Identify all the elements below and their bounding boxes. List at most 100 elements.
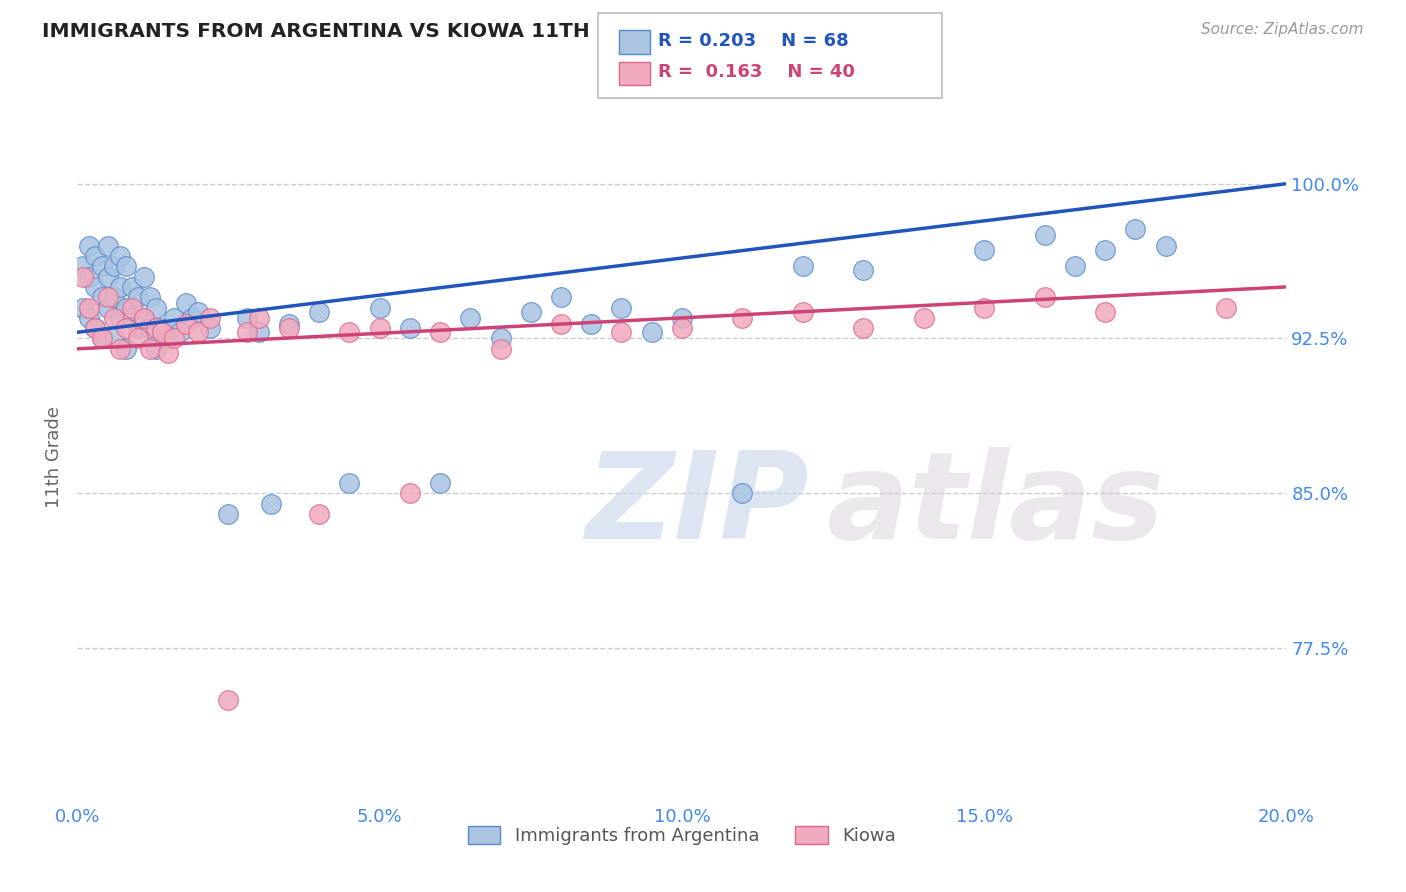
Point bbox=[973, 301, 995, 315]
Point bbox=[79, 310, 101, 325]
Point bbox=[132, 310, 155, 325]
Point bbox=[1064, 260, 1087, 274]
Point bbox=[169, 326, 191, 340]
Point bbox=[399, 321, 422, 335]
Text: Source: ZipAtlas.com: Source: ZipAtlas.com bbox=[1201, 22, 1364, 37]
Point bbox=[108, 310, 131, 325]
Point bbox=[145, 321, 167, 335]
Point bbox=[174, 317, 197, 331]
Point bbox=[145, 301, 167, 315]
Point bbox=[103, 331, 125, 345]
Point bbox=[96, 301, 118, 315]
Point bbox=[127, 321, 149, 335]
Point bbox=[139, 342, 162, 356]
Point bbox=[79, 269, 101, 284]
Legend: Immigrants from Argentina, Kiowa: Immigrants from Argentina, Kiowa bbox=[461, 819, 903, 853]
Point bbox=[150, 321, 173, 335]
Point bbox=[1154, 238, 1177, 252]
Point bbox=[247, 326, 270, 340]
Point bbox=[114, 321, 136, 335]
Point bbox=[429, 326, 451, 340]
Point bbox=[218, 507, 240, 521]
Point bbox=[132, 269, 155, 284]
Point bbox=[610, 326, 633, 340]
Point bbox=[132, 310, 155, 325]
Point bbox=[72, 269, 94, 284]
Point bbox=[610, 301, 633, 315]
Point bbox=[671, 310, 693, 325]
Point bbox=[96, 290, 118, 304]
Point bbox=[127, 290, 149, 304]
Point bbox=[852, 321, 875, 335]
Point bbox=[1033, 290, 1056, 304]
Point bbox=[337, 475, 360, 490]
Point bbox=[792, 304, 814, 318]
Point bbox=[108, 280, 131, 294]
Point bbox=[489, 331, 512, 345]
Point bbox=[187, 304, 209, 318]
Point bbox=[114, 260, 136, 274]
Point bbox=[90, 260, 112, 274]
Point bbox=[72, 260, 94, 274]
Point bbox=[139, 290, 162, 304]
Text: R = 0.203    N = 68: R = 0.203 N = 68 bbox=[658, 32, 849, 50]
Point bbox=[247, 310, 270, 325]
Point bbox=[84, 249, 107, 263]
Point bbox=[731, 310, 754, 325]
Point bbox=[84, 321, 107, 335]
Point bbox=[308, 507, 330, 521]
Point bbox=[79, 301, 101, 315]
Point bbox=[308, 304, 330, 318]
Point bbox=[114, 342, 136, 356]
Point bbox=[157, 331, 180, 345]
Point bbox=[163, 331, 186, 345]
Point bbox=[1094, 243, 1116, 257]
Point bbox=[121, 310, 143, 325]
Point bbox=[150, 326, 173, 340]
Point bbox=[218, 692, 240, 706]
Point bbox=[174, 296, 197, 310]
Point bbox=[145, 342, 167, 356]
Point bbox=[429, 475, 451, 490]
Point bbox=[181, 310, 204, 325]
Y-axis label: 11th Grade: 11th Grade bbox=[45, 406, 63, 508]
Text: atlas: atlas bbox=[827, 447, 1166, 564]
Point bbox=[260, 497, 283, 511]
Point bbox=[96, 238, 118, 252]
Point bbox=[792, 260, 814, 274]
Point bbox=[235, 310, 257, 325]
Point bbox=[84, 280, 107, 294]
Point bbox=[108, 249, 131, 263]
Point bbox=[103, 260, 125, 274]
Point bbox=[368, 321, 391, 335]
Point bbox=[399, 486, 422, 500]
Point bbox=[187, 326, 209, 340]
Point bbox=[641, 326, 664, 340]
Point bbox=[1094, 304, 1116, 318]
Point bbox=[973, 243, 995, 257]
Point bbox=[103, 290, 125, 304]
Point bbox=[127, 331, 149, 345]
Point bbox=[108, 342, 131, 356]
Point bbox=[581, 317, 603, 331]
Point bbox=[121, 280, 143, 294]
Point bbox=[72, 301, 94, 315]
Point bbox=[520, 304, 543, 318]
Point bbox=[235, 326, 257, 340]
Point bbox=[1215, 301, 1237, 315]
Point bbox=[1033, 228, 1056, 243]
Point bbox=[103, 310, 125, 325]
Point bbox=[550, 290, 572, 304]
Text: ZIP: ZIP bbox=[585, 447, 808, 564]
Point bbox=[121, 301, 143, 315]
Point bbox=[550, 317, 572, 331]
Point bbox=[84, 321, 107, 335]
Point bbox=[852, 263, 875, 277]
Point bbox=[163, 310, 186, 325]
Point bbox=[731, 486, 754, 500]
Point bbox=[458, 310, 481, 325]
Point bbox=[278, 317, 301, 331]
Point bbox=[200, 310, 222, 325]
Point bbox=[200, 321, 222, 335]
Text: IMMIGRANTS FROM ARGENTINA VS KIOWA 11TH GRADE CORRELATION CHART: IMMIGRANTS FROM ARGENTINA VS KIOWA 11TH … bbox=[42, 22, 924, 41]
